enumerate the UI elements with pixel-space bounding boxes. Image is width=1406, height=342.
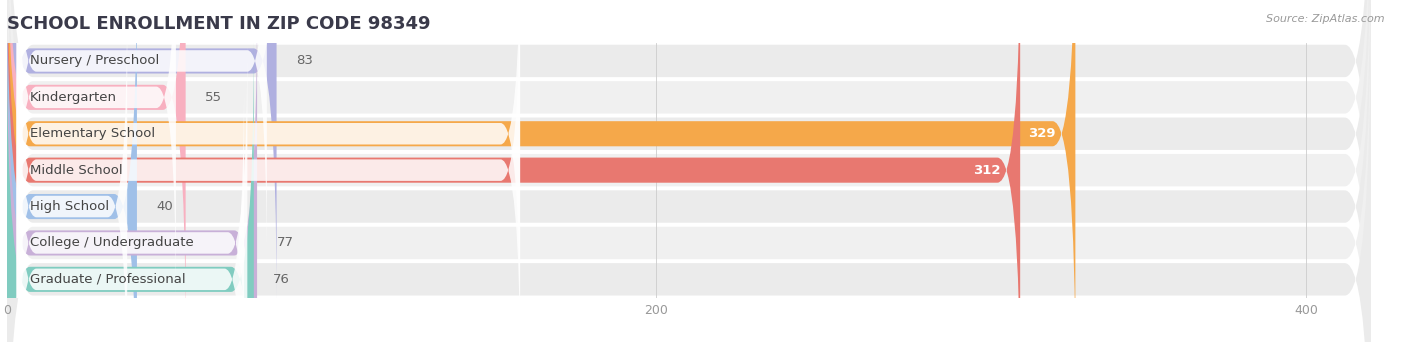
Text: Middle School: Middle School bbox=[30, 163, 122, 177]
FancyBboxPatch shape bbox=[17, 72, 245, 342]
FancyBboxPatch shape bbox=[7, 0, 136, 342]
FancyBboxPatch shape bbox=[7, 0, 1021, 342]
Text: Elementary School: Elementary School bbox=[30, 127, 155, 140]
Text: 83: 83 bbox=[297, 54, 314, 67]
FancyBboxPatch shape bbox=[7, 4, 1371, 342]
FancyBboxPatch shape bbox=[17, 0, 520, 341]
FancyBboxPatch shape bbox=[7, 0, 1371, 342]
FancyBboxPatch shape bbox=[7, 1, 257, 342]
FancyBboxPatch shape bbox=[7, 0, 1371, 336]
Text: 77: 77 bbox=[277, 236, 294, 249]
FancyBboxPatch shape bbox=[7, 0, 277, 303]
FancyBboxPatch shape bbox=[17, 0, 267, 268]
FancyBboxPatch shape bbox=[7, 0, 1371, 342]
FancyBboxPatch shape bbox=[17, 0, 127, 342]
FancyBboxPatch shape bbox=[7, 0, 1371, 342]
FancyBboxPatch shape bbox=[7, 0, 1076, 342]
Text: 329: 329 bbox=[1028, 127, 1056, 140]
Text: 312: 312 bbox=[973, 163, 1001, 177]
Text: High School: High School bbox=[30, 200, 108, 213]
FancyBboxPatch shape bbox=[7, 37, 254, 342]
Text: 55: 55 bbox=[205, 91, 222, 104]
Text: College / Undergraduate: College / Undergraduate bbox=[30, 236, 194, 249]
Text: Source: ZipAtlas.com: Source: ZipAtlas.com bbox=[1267, 14, 1385, 24]
FancyBboxPatch shape bbox=[17, 35, 247, 342]
FancyBboxPatch shape bbox=[7, 0, 1371, 342]
FancyBboxPatch shape bbox=[7, 0, 1371, 342]
Text: 40: 40 bbox=[156, 200, 173, 213]
Text: Kindergarten: Kindergarten bbox=[30, 91, 117, 104]
Text: Graduate / Professional: Graduate / Professional bbox=[30, 273, 186, 286]
Text: SCHOOL ENROLLMENT IN ZIP CODE 98349: SCHOOL ENROLLMENT IN ZIP CODE 98349 bbox=[7, 15, 430, 33]
FancyBboxPatch shape bbox=[7, 0, 186, 340]
FancyBboxPatch shape bbox=[17, 0, 176, 305]
Text: Nursery / Preschool: Nursery / Preschool bbox=[30, 54, 159, 67]
FancyBboxPatch shape bbox=[17, 0, 520, 342]
Text: 76: 76 bbox=[273, 273, 290, 286]
